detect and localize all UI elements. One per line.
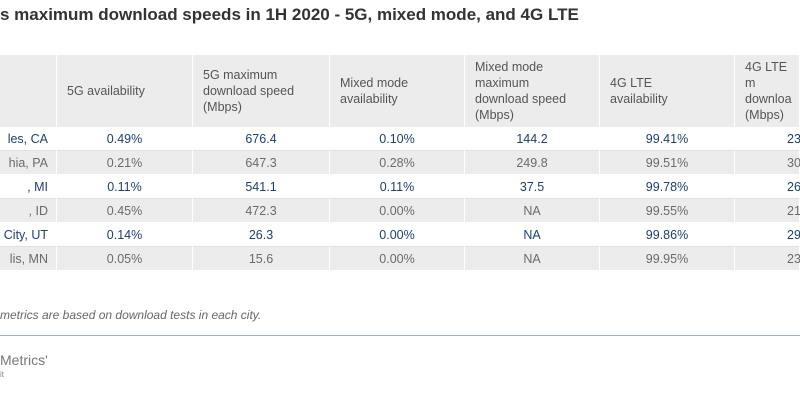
cell-value: 99.55% [600, 199, 735, 223]
cell-value: 676.4 [193, 127, 330, 151]
column-header: 5G maximum download speed (Mbps) [193, 55, 330, 127]
row-label: les, CA [0, 127, 57, 151]
cell-value: 99.78% [600, 175, 735, 199]
cell-value: 647.3 [193, 151, 330, 175]
row-label: , MI [0, 175, 57, 199]
cell-value: NA [465, 247, 600, 271]
cell-value: 0.14% [57, 223, 193, 247]
cell-value: 21 [735, 199, 800, 223]
cell-value: 472.3 [193, 199, 330, 223]
row-label: lis, MN [0, 247, 57, 271]
cell-value: 0.11% [57, 175, 193, 199]
cell-value: 0.00% [330, 223, 465, 247]
column-header: Mixed mode availability [330, 55, 465, 127]
cell-value: 144.2 [465, 127, 600, 151]
row-label: City, UT [0, 223, 57, 247]
cell-value: 23 [735, 247, 800, 271]
column-header [0, 55, 57, 127]
cell-value: 249.8 [465, 151, 600, 175]
cell-value: 29 [735, 223, 800, 247]
column-header: 4G LTE m downloa (Mbps) [735, 55, 800, 127]
cell-value: 0.28% [330, 151, 465, 175]
row-label: hia, PA [0, 151, 57, 175]
divider [0, 335, 800, 336]
logo: Metrics' [0, 352, 48, 368]
cell-value: 99.95% [600, 247, 735, 271]
title: s maximum download speeds in 1H 2020 - 5… [0, 5, 579, 24]
cell-value: 26.3 [193, 223, 330, 247]
cell-value: 30 [735, 151, 800, 175]
cell-value: 0.49% [57, 127, 193, 151]
cell-value: 99.86% [600, 223, 735, 247]
cell-value: NA [465, 223, 600, 247]
cell-value: 0.45% [57, 199, 193, 223]
cell-value: 15.6 [193, 247, 330, 271]
cell-value: 37.5 [465, 175, 600, 199]
column-header: Mixed mode maximum download speed (Mbps) [465, 55, 600, 127]
cell-value: 99.51% [600, 151, 735, 175]
cell-value: 26 [735, 175, 800, 199]
footnote: metrics are based on download tests in e… [0, 308, 262, 322]
cell-value: 23 [735, 127, 800, 151]
cell-value: 0.11% [330, 175, 465, 199]
column-header: 4G LTE availability [600, 55, 735, 127]
cell-value: 541.1 [193, 175, 330, 199]
cell-value: 0.00% [330, 247, 465, 271]
column-header: 5G availability [57, 55, 193, 127]
row-label: , ID [0, 199, 57, 223]
logo-subtitle: it [0, 370, 4, 379]
cell-value: NA [465, 199, 600, 223]
cell-value: 99.41% [600, 127, 735, 151]
cell-value: 0.00% [330, 199, 465, 223]
cell-value: 0.21% [57, 151, 193, 175]
cell-value: 0.05% [57, 247, 193, 271]
cell-value: 0.10% [330, 127, 465, 151]
